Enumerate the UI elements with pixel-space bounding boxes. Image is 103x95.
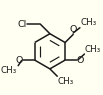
Text: CH₃: CH₃ <box>80 18 96 27</box>
Text: Cl: Cl <box>18 20 27 29</box>
Text: CH₃: CH₃ <box>1 66 17 75</box>
Text: CH₃: CH₃ <box>58 77 74 86</box>
Text: O: O <box>15 56 23 65</box>
Text: CH₃: CH₃ <box>85 45 101 54</box>
Text: O: O <box>77 56 84 65</box>
Text: O: O <box>70 25 77 34</box>
